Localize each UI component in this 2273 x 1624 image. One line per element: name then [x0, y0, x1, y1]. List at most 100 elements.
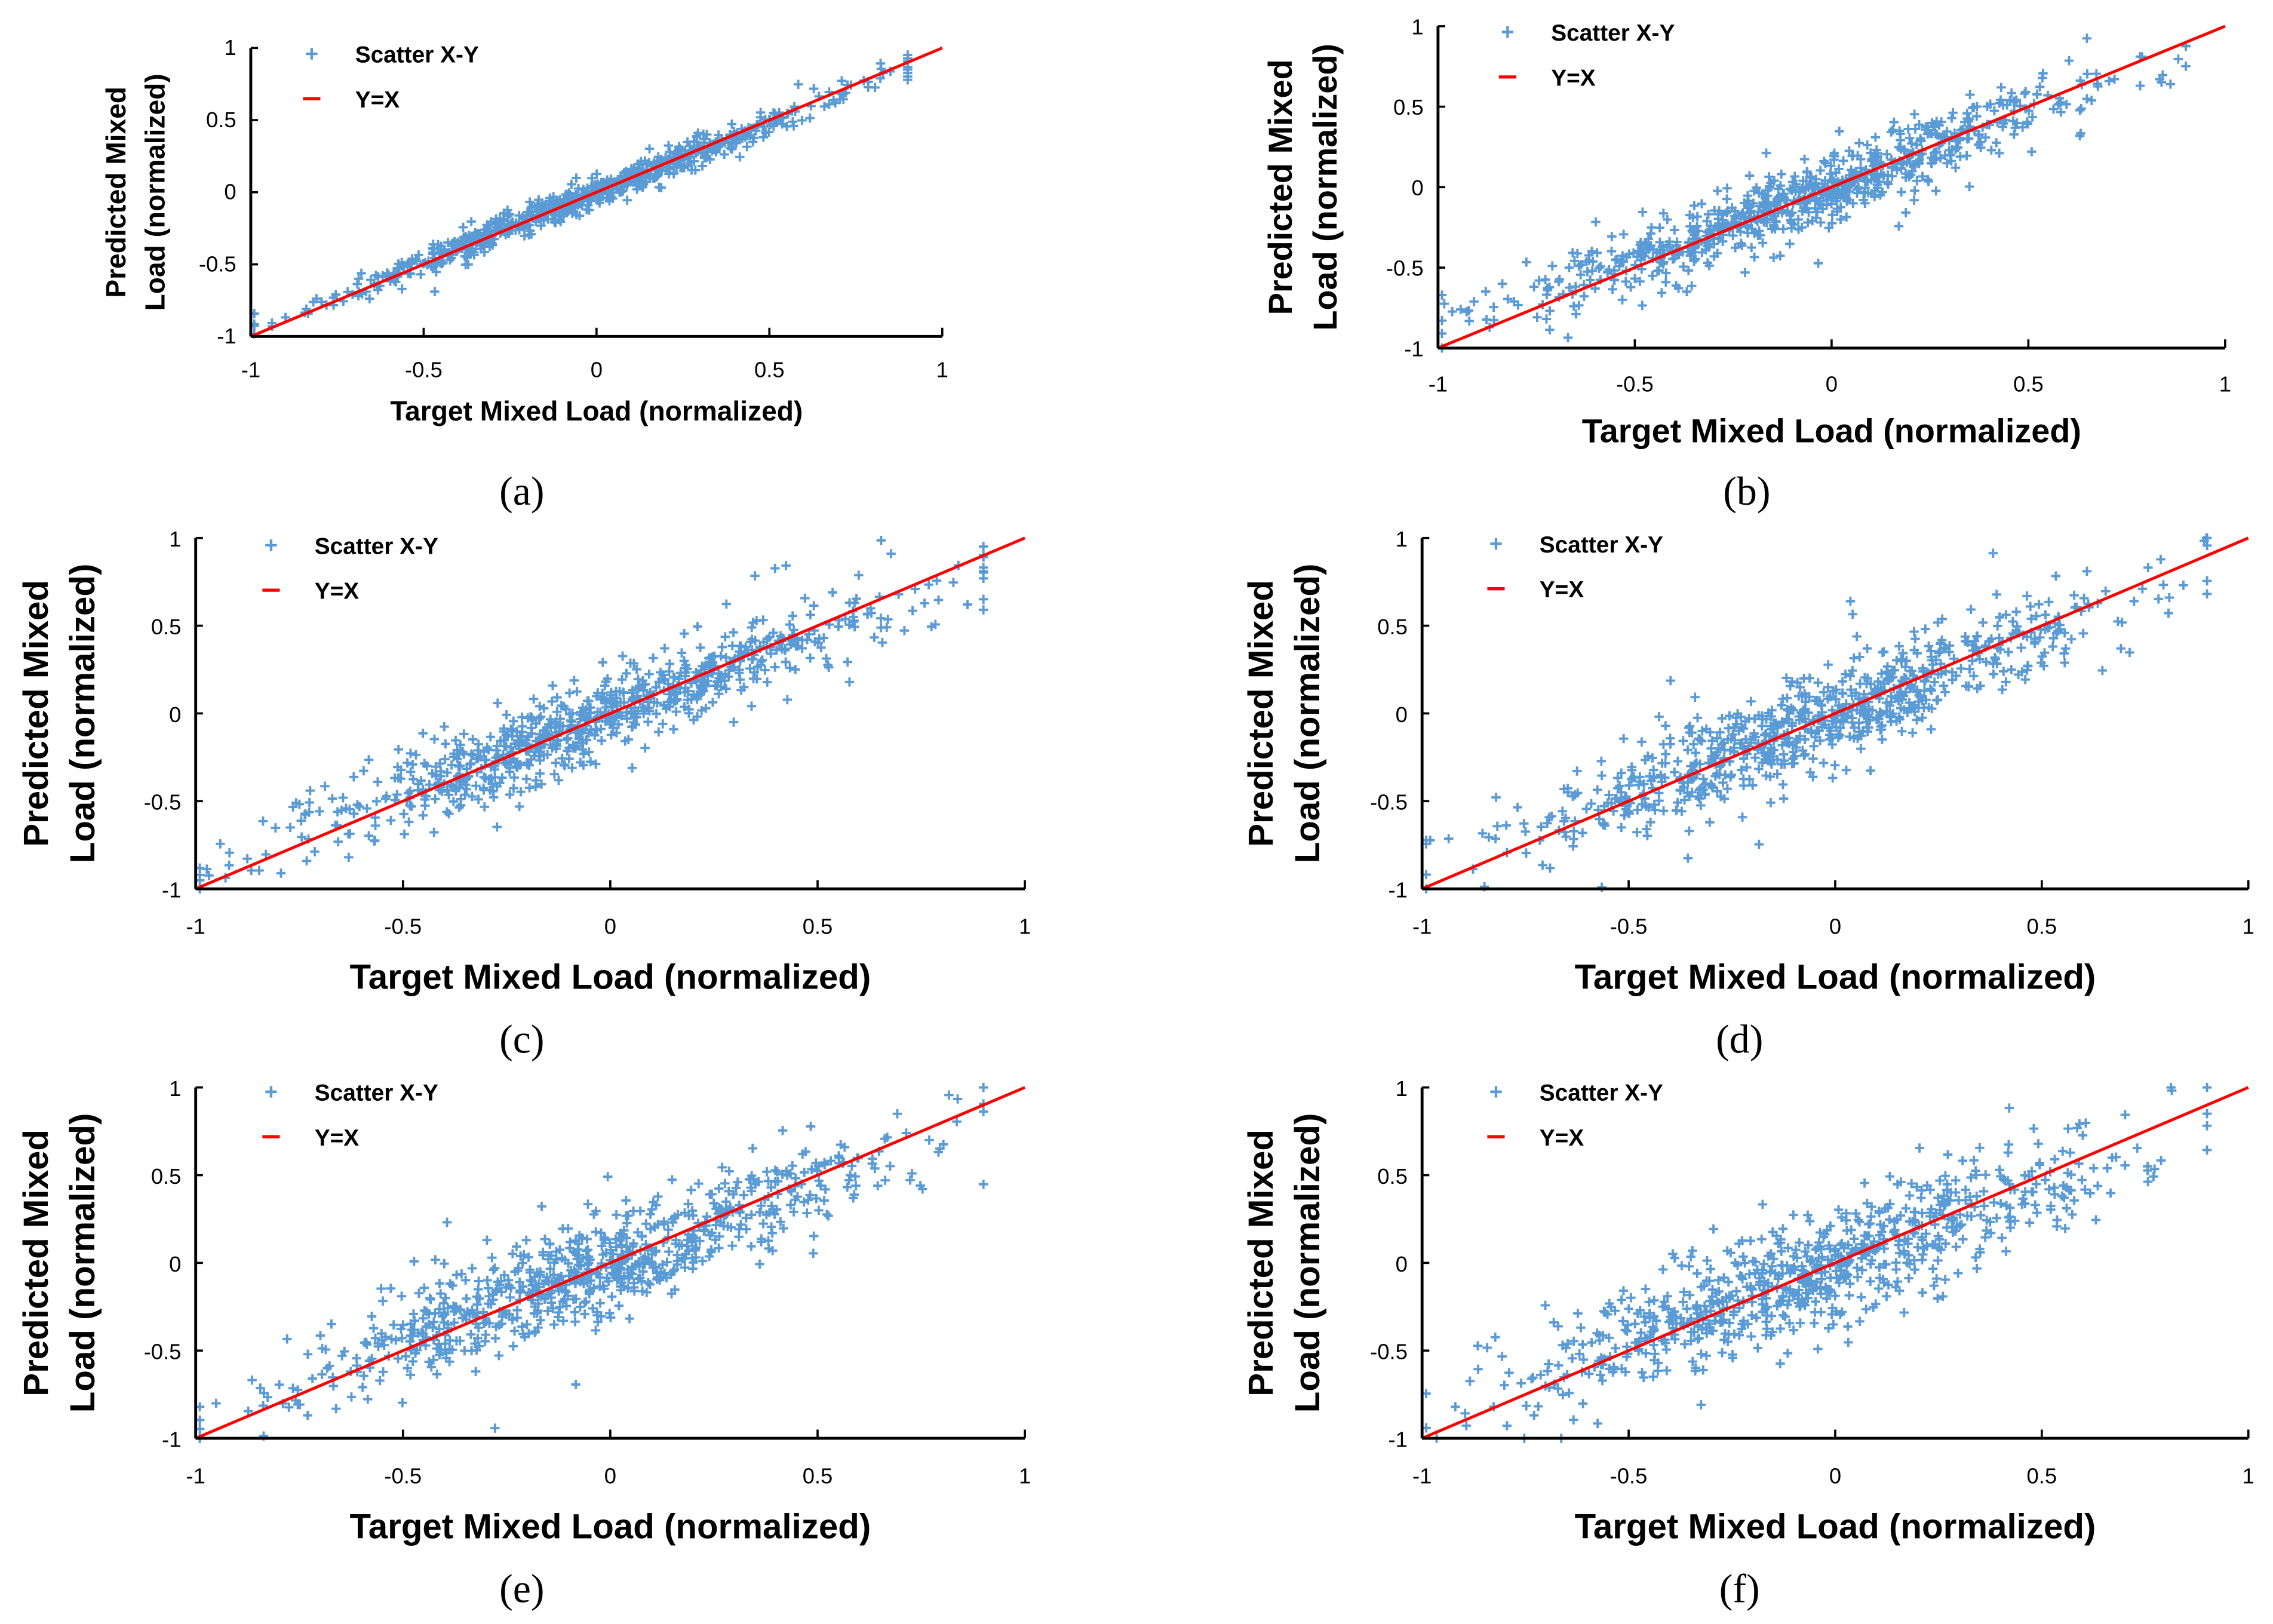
scatter-point [640, 743, 650, 753]
scatter-point [1456, 305, 1466, 314]
scatter-point [1629, 248, 1639, 258]
scatter-point [487, 1252, 497, 1263]
scatter-point [920, 598, 929, 608]
scatter-point [1641, 1284, 1651, 1294]
scatter-point [2065, 1148, 2075, 1158]
scatter-point [2032, 89, 2042, 99]
scatter-point [1579, 291, 1589, 301]
scatter-point [1851, 167, 1861, 177]
scatter-point [297, 832, 306, 842]
y-tick-label: 0.5 [151, 1164, 182, 1189]
scatter-point [2052, 1215, 2062, 1225]
scatter-point [733, 1177, 742, 1187]
scatter-point [558, 722, 568, 731]
scatter-point [809, 601, 819, 610]
scatter-point [1852, 631, 1862, 641]
scatter-point [303, 1349, 313, 1359]
x-tick-label: -0.5 [405, 357, 443, 382]
scatter-point [1779, 794, 1789, 803]
scatter-point [1746, 1236, 1755, 1246]
scatter-point [1909, 195, 1919, 205]
scatter-point [1995, 1165, 2004, 1175]
scatter-point [686, 1185, 696, 1195]
scatter-point [592, 169, 601, 179]
scatter-point [1948, 108, 1958, 118]
x-axis-title: Target Mixed Load (normalized) [1575, 958, 2096, 997]
y-tick-label: 0.5 [1377, 615, 1408, 639]
x-tick-label: 0 [591, 357, 603, 382]
scatter-point [1926, 724, 1936, 734]
scatter-point [1872, 153, 1882, 162]
scatter-point [1843, 1322, 1853, 1331]
scatter-point [1764, 172, 1774, 182]
scatter-point [274, 1380, 284, 1390]
scatter-point [2031, 1200, 2040, 1210]
scatter-point [2154, 594, 2164, 604]
scatter-point [2034, 600, 2044, 609]
scatter-point [547, 696, 557, 707]
scatter-point [2106, 1188, 2115, 1198]
scatter-point [1896, 135, 1905, 145]
scatter-point [1951, 1242, 1961, 1252]
scatter-point [526, 229, 536, 239]
scatter-point [752, 662, 763, 672]
scatter-point [536, 221, 546, 231]
scatter-point [1490, 1333, 1500, 1342]
scatter-point [370, 836, 380, 845]
scatter-point [1519, 819, 1529, 828]
scatter-point [2041, 610, 2050, 620]
scatter-point [1913, 158, 1923, 168]
scatter-point [1717, 1347, 1727, 1358]
scatter-point [622, 708, 631, 717]
scatter-point [365, 294, 374, 303]
scatter-series [1437, 33, 2191, 353]
x-tick-label: 1 [936, 357, 948, 382]
scatter-point [680, 628, 689, 638]
scatter-point [524, 783, 535, 793]
scatter-point [2202, 589, 2212, 599]
scatter-point [664, 667, 674, 676]
scatter-point [1841, 765, 1851, 775]
scatter-point [1805, 673, 1814, 683]
scatter-point [1597, 882, 1607, 892]
scatter-point [664, 1247, 674, 1257]
scatter-point [317, 1370, 327, 1379]
scatter-point [310, 847, 320, 856]
scatter-point [761, 128, 770, 137]
legend: Scatter X-YY=X [262, 1080, 438, 1151]
scatter-point [1572, 248, 1583, 259]
scatter-point [558, 1224, 568, 1233]
scatter-point [1647, 223, 1657, 232]
scatter-point [1688, 247, 1698, 257]
scatter-point [1798, 184, 1807, 194]
scatter-point [1644, 1297, 1654, 1307]
scatter-point [1712, 248, 1722, 258]
scatter-point [545, 1239, 555, 1249]
scatter-point [735, 152, 745, 162]
scatter-point [2059, 1193, 2069, 1203]
scatter-point [1706, 221, 1716, 231]
scatter-point [470, 233, 480, 242]
scatter-point [397, 1333, 407, 1343]
scatter-point [1595, 1370, 1605, 1380]
scatter-point [674, 674, 684, 684]
scatter-point [868, 1154, 877, 1163]
scatter-point [732, 138, 741, 148]
scatter-point [1670, 767, 1679, 777]
scatter-point [1918, 171, 1927, 182]
scatter-point [1547, 261, 1558, 271]
scatter-point [489, 1265, 498, 1275]
scatter-point [1847, 1225, 1856, 1235]
scatter-point [809, 84, 819, 94]
scatter-point [378, 1367, 388, 1377]
scatter-point [1626, 1293, 1636, 1303]
scatter-point [1688, 1246, 1697, 1255]
scatter-point [880, 1175, 890, 1185]
scatter-point [762, 677, 772, 687]
scatter-point [1730, 243, 1740, 253]
scatter-point [1877, 735, 1887, 744]
scatter-point [727, 145, 737, 154]
x-tick-label: 1 [1019, 1463, 1031, 1488]
scatter-point [1860, 1178, 1869, 1188]
scatter-point [644, 158, 654, 168]
